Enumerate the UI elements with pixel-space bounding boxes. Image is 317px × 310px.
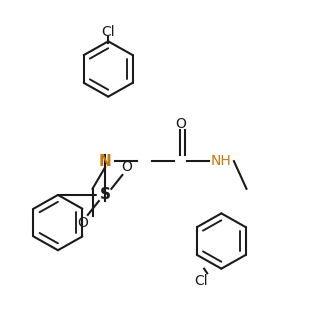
- Text: Cl: Cl: [101, 25, 115, 39]
- Text: N: N: [99, 154, 112, 169]
- Text: S: S: [100, 188, 111, 202]
- Text: NH: NH: [211, 154, 232, 168]
- Text: O: O: [78, 215, 88, 230]
- Text: O: O: [175, 117, 186, 131]
- Text: Cl: Cl: [194, 274, 208, 288]
- Text: O: O: [122, 160, 133, 174]
